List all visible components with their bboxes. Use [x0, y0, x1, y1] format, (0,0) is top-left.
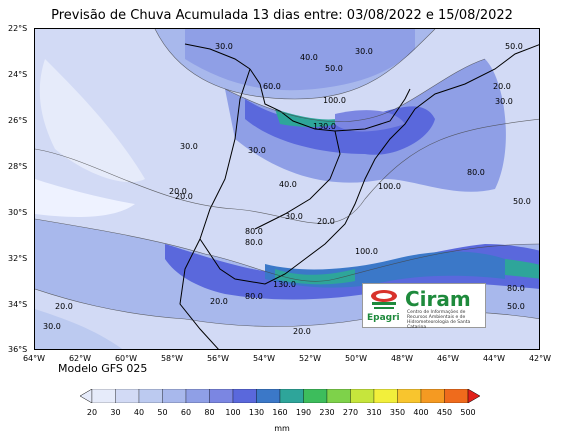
- lat-tick: 28°S: [8, 162, 28, 171]
- contour-label: 80.0: [245, 227, 263, 236]
- colorbar-label: 40: [133, 408, 145, 417]
- logo-subtitle: Centro de Informações de Recursos Ambien…: [407, 310, 471, 330]
- lat-tick: 30°S: [8, 208, 28, 217]
- contour-label: 30.0: [180, 142, 198, 151]
- contour-label: 60.0: [263, 82, 281, 91]
- colorbar-label: 310: [366, 408, 382, 417]
- colorbar-bin: [397, 389, 422, 403]
- colorbar-bin: [303, 389, 328, 403]
- contour-label: 30.0: [495, 97, 513, 106]
- colorbar-bin: [115, 389, 140, 403]
- contour-label: 40.0: [279, 180, 297, 189]
- colorbar-label: 130: [248, 408, 265, 417]
- lat-tick: 34°S: [8, 300, 28, 309]
- contour-label: 80.0: [507, 284, 525, 293]
- contour-label: 30.0: [215, 42, 233, 51]
- contour-label: 20.0: [293, 327, 311, 336]
- contour-label: 50.0: [325, 64, 343, 73]
- lon-tick: 44°W: [482, 354, 506, 363]
- lon-tick: 52°W: [298, 354, 322, 363]
- contour-label: 40.0: [300, 53, 318, 62]
- colorbar-bin: [279, 389, 304, 403]
- contour-label: 20.0: [55, 302, 73, 311]
- contour-label: 50.0: [507, 302, 525, 311]
- colorbar-labels: 20 30 40 50 60 80 100 130 160 190 230 270 310 350 400 4…: [80, 408, 480, 420]
- contour-label: 80.0: [245, 238, 263, 247]
- colorbar: [80, 389, 480, 403]
- contour-label: 20.0: [169, 187, 187, 196]
- contour-label: 130.0: [273, 280, 296, 289]
- lon-tick: 62°W: [68, 354, 92, 363]
- colorbar-label: 230: [319, 408, 335, 417]
- contour-label: 50.0: [505, 42, 523, 51]
- colorbar-label: 350: [389, 408, 406, 417]
- lon-tick: 48°W: [390, 354, 414, 363]
- contour-label: 30.0: [285, 212, 303, 221]
- colorbar-label: 30: [110, 408, 121, 417]
- colorbar-bin: [444, 389, 469, 403]
- colorbar-bin: [256, 389, 281, 403]
- lon-tick: 50°W: [344, 354, 368, 363]
- colorbar-label: 270: [342, 408, 359, 417]
- colorbar-label: 160: [272, 408, 288, 417]
- contour-label: 50.0: [513, 197, 531, 206]
- lat-tick: 32°S: [8, 254, 28, 263]
- lat-tick: 22°S: [8, 24, 28, 33]
- ciram-logo: Ciram Epagri Centro de Informações de Re…: [362, 283, 486, 330]
- colorbar-bin: [373, 389, 398, 403]
- contour-label: 20.0: [175, 192, 193, 201]
- colorbar-bin: [138, 389, 163, 403]
- contour-label: 30.0: [355, 47, 373, 56]
- colorbar-bin: [350, 389, 375, 403]
- colorbar-bin: [420, 389, 445, 403]
- colorbar-extend-low: [80, 389, 93, 403]
- epagri-emblem-icon: [371, 290, 397, 309]
- colorbar-units: mm: [274, 424, 290, 433]
- lon-tick: 46°W: [436, 354, 460, 363]
- logo-org: Epagri: [367, 313, 400, 323]
- colorbar-bin: [232, 389, 257, 403]
- colorbar-label: 500: [460, 408, 476, 417]
- contour-label: 20.0: [317, 217, 335, 226]
- contour-label: 80.0: [467, 168, 485, 177]
- colorbar-bin: [209, 389, 234, 403]
- lat-tick: 26°S: [8, 116, 28, 125]
- contour-label: 130.0: [313, 122, 336, 131]
- colorbar-bin: [162, 389, 187, 403]
- lon-tick: 54°W: [252, 354, 276, 363]
- lon-tick: 64°W: [22, 354, 46, 363]
- colorbar-label: 80: [204, 408, 215, 417]
- lon-tick: 56°W: [206, 354, 230, 363]
- contour-label: 100.0: [378, 182, 401, 191]
- colorbar-bin: [326, 389, 351, 403]
- colorbar-label: 100: [225, 408, 241, 417]
- colorbar-label: 400: [413, 408, 429, 417]
- colorbar-label: 450: [436, 408, 453, 417]
- lon-tick: 60°W: [114, 354, 138, 363]
- colorbar-label: 20: [86, 408, 98, 417]
- contour-label: 100.0: [323, 96, 346, 105]
- model-label: Modelo GFS 025: [58, 362, 148, 375]
- map-title: Previsão de Chuva Acumulada 13 dias entr…: [51, 8, 513, 23]
- contour-label: 30.0: [248, 146, 266, 155]
- colorbar-extend-high: [467, 389, 480, 403]
- colorbar-label: 190: [295, 408, 312, 417]
- lon-tick: 58°W: [160, 354, 184, 363]
- lon-tick: 42°W: [528, 354, 552, 363]
- lat-tick: 24°S: [8, 70, 28, 79]
- logo-name: Ciram: [405, 287, 471, 311]
- contour-label: 100.0: [355, 247, 378, 256]
- colorbar-bin: [91, 389, 116, 403]
- colorbar-label: 50: [157, 408, 168, 417]
- contour-label: 20.0: [493, 82, 511, 91]
- contour-label: 30.0: [43, 322, 61, 331]
- colorbar-bin: [185, 389, 210, 403]
- contour-label: 20.0: [210, 297, 228, 306]
- contour-label: 80.0: [245, 292, 263, 301]
- colorbar-label: 60: [180, 408, 192, 417]
- lat-tick: 36°S: [8, 345, 28, 354]
